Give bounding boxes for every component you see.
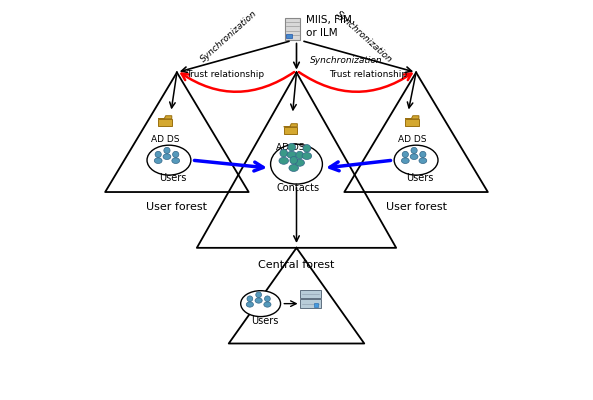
Text: AD DS: AD DS (398, 136, 426, 144)
FancyBboxPatch shape (300, 299, 321, 308)
Circle shape (173, 151, 179, 158)
FancyArrowPatch shape (299, 72, 412, 92)
Ellipse shape (163, 154, 171, 160)
Text: Trust relationship: Trust relationship (329, 70, 407, 79)
Circle shape (402, 151, 409, 158)
Text: Users: Users (406, 173, 433, 183)
Ellipse shape (419, 158, 427, 164)
FancyArrowPatch shape (181, 72, 294, 92)
FancyArrowPatch shape (195, 160, 263, 171)
Ellipse shape (394, 145, 438, 175)
Text: User forest: User forest (385, 202, 447, 212)
Polygon shape (283, 124, 297, 127)
Text: AD DS: AD DS (276, 143, 305, 152)
Polygon shape (405, 119, 419, 126)
Text: User forest: User forest (146, 202, 208, 212)
Ellipse shape (295, 159, 304, 166)
Polygon shape (158, 116, 172, 119)
Text: Synchronization: Synchronization (311, 56, 383, 65)
Text: Users: Users (160, 173, 187, 183)
Ellipse shape (241, 291, 280, 316)
Polygon shape (158, 119, 172, 126)
Ellipse shape (255, 298, 262, 303)
FancyArrowPatch shape (330, 160, 391, 171)
Circle shape (247, 296, 253, 302)
Text: Central forest: Central forest (259, 260, 334, 270)
Ellipse shape (154, 158, 162, 164)
Ellipse shape (270, 144, 323, 184)
Ellipse shape (289, 164, 298, 172)
Ellipse shape (401, 158, 409, 164)
Circle shape (303, 144, 311, 152)
FancyBboxPatch shape (285, 18, 301, 40)
Circle shape (155, 151, 161, 158)
Text: MIIS, FIM,
or ILM: MIIS, FIM, or ILM (307, 16, 356, 38)
Circle shape (164, 147, 170, 154)
Text: Contacts: Contacts (277, 183, 320, 193)
Text: Synchronization: Synchronization (199, 9, 259, 64)
Text: AD DS: AD DS (151, 136, 179, 144)
Text: Synchronization: Synchronization (334, 9, 394, 64)
Polygon shape (283, 127, 297, 134)
Circle shape (264, 296, 270, 302)
Ellipse shape (264, 302, 271, 307)
FancyBboxPatch shape (314, 303, 318, 307)
Polygon shape (405, 116, 419, 119)
Circle shape (256, 292, 262, 298)
Circle shape (290, 156, 298, 164)
Text: Trust relationship: Trust relationship (186, 70, 264, 79)
Ellipse shape (410, 154, 418, 160)
Circle shape (411, 147, 417, 154)
Ellipse shape (246, 302, 253, 307)
Circle shape (420, 151, 426, 158)
Ellipse shape (147, 145, 191, 175)
Ellipse shape (287, 151, 296, 158)
Circle shape (296, 151, 304, 159)
Ellipse shape (279, 157, 289, 164)
Circle shape (288, 143, 295, 151)
Ellipse shape (302, 152, 312, 160)
FancyBboxPatch shape (300, 290, 321, 298)
Circle shape (280, 149, 288, 157)
Text: Users: Users (251, 316, 278, 326)
Ellipse shape (172, 158, 180, 164)
FancyBboxPatch shape (286, 34, 292, 38)
